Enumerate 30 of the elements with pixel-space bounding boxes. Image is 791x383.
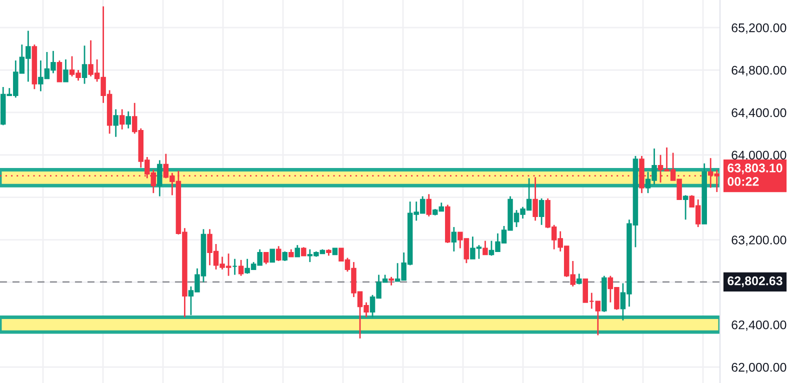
y-tick-label: 64,400.00 <box>732 108 786 119</box>
candlestick <box>270 248 275 263</box>
candlestick <box>56 60 62 82</box>
y-tick-label: 62,400.00 <box>732 320 786 331</box>
candlestick <box>282 250 288 262</box>
candlestick <box>126 110 131 130</box>
candlestick <box>276 245 282 262</box>
candlestick <box>82 44 88 85</box>
candlestick <box>532 176 538 222</box>
candlestick <box>157 160 162 197</box>
candlestick <box>426 193 432 218</box>
ref-line-label: 62,802.63 <box>728 276 782 288</box>
candlestick <box>119 108 125 130</box>
candlestick <box>113 108 118 138</box>
ref-line-label: 63,803.10 00:22 <box>728 164 782 186</box>
candlestick <box>482 240 488 256</box>
candlestick <box>238 259 244 277</box>
y-tick-label: 64,800.00 <box>732 66 786 76</box>
candlestick <box>263 252 269 265</box>
y-tick-label: 65,200.00 <box>732 23 786 34</box>
candlestick <box>595 300 601 336</box>
candlestick <box>538 198 544 226</box>
candlestick <box>294 244 300 258</box>
candlestick <box>576 273 582 286</box>
y-tick-label: 62,000.00 <box>732 362 786 374</box>
candlestick <box>63 58 68 82</box>
candlestick <box>451 226 457 252</box>
candlestick <box>682 194 688 220</box>
y-tick-label: 64,000.00 <box>732 150 786 162</box>
y-tick-label: 63,200.00 <box>732 236 786 246</box>
